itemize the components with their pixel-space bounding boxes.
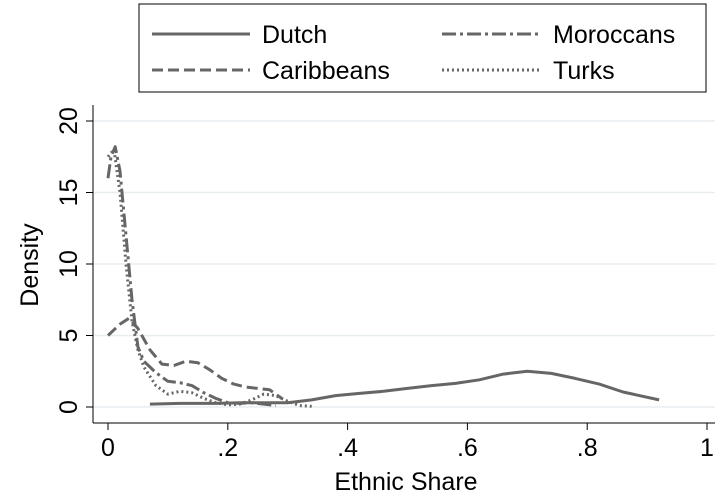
y-axis-label: Density	[16, 223, 44, 307]
x-tick-label: 1	[700, 434, 714, 462]
x-tick-label: .2	[217, 434, 238, 462]
series-line-dutch	[149, 369, 660, 406]
x-tick-label: .8	[577, 434, 598, 462]
series-line-moroccans	[106, 145, 276, 408]
legend-label-caribbeans: Caribbeans	[262, 57, 390, 85]
legend-label-turks: Turks	[553, 57, 615, 85]
y-tick-label: 10	[55, 250, 83, 278]
gridlines	[93, 120, 715, 408]
series-lines	[106, 145, 660, 408]
series-line-caribbeans	[106, 316, 283, 400]
tick-marks: 0 5 10 15 20 0 .2 .4 .6 .8 1	[55, 107, 714, 462]
y-tick-label: 5	[55, 329, 83, 343]
series-line-turks	[106, 148, 312, 408]
y-tick-label: 0	[55, 400, 83, 414]
x-tick-label: .4	[337, 434, 358, 462]
legend-box	[138, 3, 707, 93]
legend-label-moroccans: Moroccans	[553, 21, 675, 49]
x-tick-label: 0	[101, 434, 115, 462]
y-tick-label: 15	[55, 179, 83, 207]
legend: Dutch Moroccans Caribbeans Turks	[138, 3, 707, 93]
y-tick-label: 20	[55, 107, 83, 135]
legend-label-dutch: Dutch	[262, 21, 327, 49]
x-axis-label: Ethnic Share	[334, 468, 477, 496]
x-tick-label: .6	[457, 434, 478, 462]
